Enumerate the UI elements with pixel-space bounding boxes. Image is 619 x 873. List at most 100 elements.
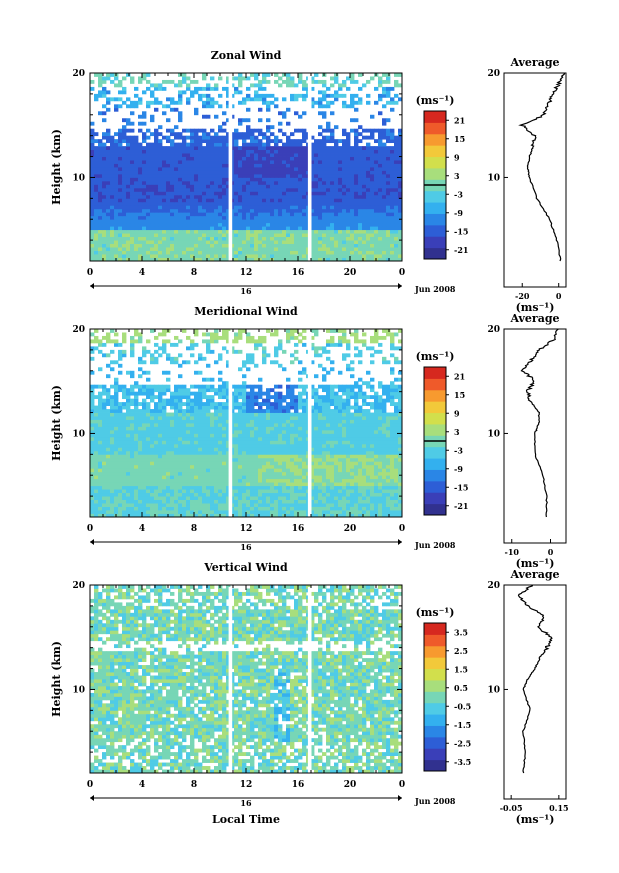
heatmap-cell (102, 257, 107, 262)
heatmap-cell (262, 226, 267, 231)
heatmap-cell (194, 454, 199, 459)
heatmap-cell (134, 506, 139, 511)
heatmap-cell (106, 219, 111, 224)
heatmap-cell (398, 132, 403, 137)
heatmap-cell (330, 247, 335, 251)
heatmap-cell (394, 170, 399, 175)
heatmap-cell (102, 142, 107, 147)
heatmap-cell (194, 187, 199, 192)
heatmap-cell (118, 496, 123, 500)
heatmap-cell (382, 170, 387, 175)
heatmap-cell (334, 160, 339, 164)
day-bracket-arrow (398, 283, 402, 289)
heatmap-cell (250, 187, 255, 192)
heatmap-cell (238, 478, 243, 483)
heatmap-cell (318, 90, 323, 95)
heatmap-cell (130, 450, 135, 455)
heatmap-cell (278, 503, 283, 507)
heatmap-cell (198, 492, 203, 497)
heatmap-cell (146, 457, 151, 462)
heatmap-cell (386, 187, 391, 192)
heatmap-cell (274, 468, 279, 473)
heatmap-cell (202, 489, 207, 494)
heatmap-cell (270, 240, 275, 244)
heatmap-cell (294, 163, 299, 168)
heatmap-cell (374, 219, 379, 224)
heatmap-cell (126, 142, 131, 147)
heatmap-cell (214, 464, 219, 469)
heatmap-cell (330, 461, 335, 466)
heatmap-cell (94, 173, 99, 178)
colorbar-tick-label: 15 (454, 134, 465, 144)
heatmap-cell (374, 208, 379, 213)
heatmap-cell (218, 450, 223, 455)
heatmap-cell (378, 506, 383, 511)
heatmap-cell (382, 250, 387, 255)
heatmap-cell (398, 212, 403, 217)
heatmap-cell (170, 100, 175, 105)
heatmap-cell (366, 461, 371, 466)
heatmap-cell (182, 254, 187, 258)
heatmap-cell (210, 475, 215, 480)
heatmap-cell (202, 254, 207, 258)
heatmap-cell (250, 461, 255, 466)
heatmap-cell (274, 208, 279, 213)
heatmap-cell (346, 215, 351, 220)
heatmap-cell (162, 461, 167, 466)
heatmap-cell (326, 236, 331, 241)
heatmap-cell (274, 139, 279, 144)
heatmap-cell (378, 142, 383, 147)
heatmap-cell (382, 492, 387, 497)
heatmap-cell (146, 247, 151, 251)
heatmap-cell (310, 496, 315, 500)
heatmap-cell (354, 471, 359, 476)
heatmap-cell (174, 184, 179, 189)
heatmap-cell (310, 229, 315, 234)
heatmap-cell (250, 128, 255, 133)
heatmap-cell (242, 240, 247, 244)
heatmap-cell (358, 510, 363, 514)
heatmap-cell (242, 146, 247, 150)
heatmap-cell (314, 139, 319, 144)
heatmap-cell (350, 215, 355, 220)
heatmap-cell (102, 160, 107, 164)
heatmap-cell (202, 177, 207, 182)
heatmap-cell (146, 478, 151, 483)
heatmap-cell (382, 254, 387, 258)
heatmap-cell (178, 79, 183, 84)
heatmap-cell (394, 212, 399, 217)
heatmap-cell (138, 240, 143, 244)
heatmap-cell (122, 229, 127, 234)
heatmap-cell (202, 499, 207, 504)
heatmap-cell (94, 198, 99, 203)
heatmap-cell (262, 153, 267, 157)
heatmap-cell (170, 201, 175, 206)
heatmap-cell (154, 97, 159, 102)
heatmap-cell (142, 482, 147, 487)
heatmap-cell (226, 212, 231, 217)
heatmap-cell (210, 104, 215, 109)
heatmap-cell (182, 76, 187, 81)
heatmap-cell (326, 457, 331, 462)
heatmap-cell (278, 191, 283, 196)
heatmap-cell (94, 215, 99, 220)
heatmap-cell (186, 201, 191, 206)
heatmap-cell (374, 226, 379, 231)
heatmap-cell (162, 240, 167, 244)
heatmap-cell (270, 485, 275, 490)
heatmap-cell (346, 450, 351, 455)
heatmap-cell (366, 450, 371, 455)
heatmap-cell (354, 229, 359, 234)
heatmap-cell (190, 443, 195, 448)
heatmap-cell (378, 198, 383, 203)
heatmap-cell (106, 201, 111, 206)
heatmap-cell (322, 156, 327, 161)
heatmap-cell (366, 173, 371, 178)
heatmap-cell (310, 464, 315, 469)
heatmap-cell (190, 208, 195, 213)
heatmap-cell (146, 160, 151, 164)
heatmap-cell (114, 180, 119, 185)
heatmap-cell (370, 173, 375, 178)
heatmap-cell (98, 243, 103, 248)
heatmap-cell (206, 180, 211, 185)
